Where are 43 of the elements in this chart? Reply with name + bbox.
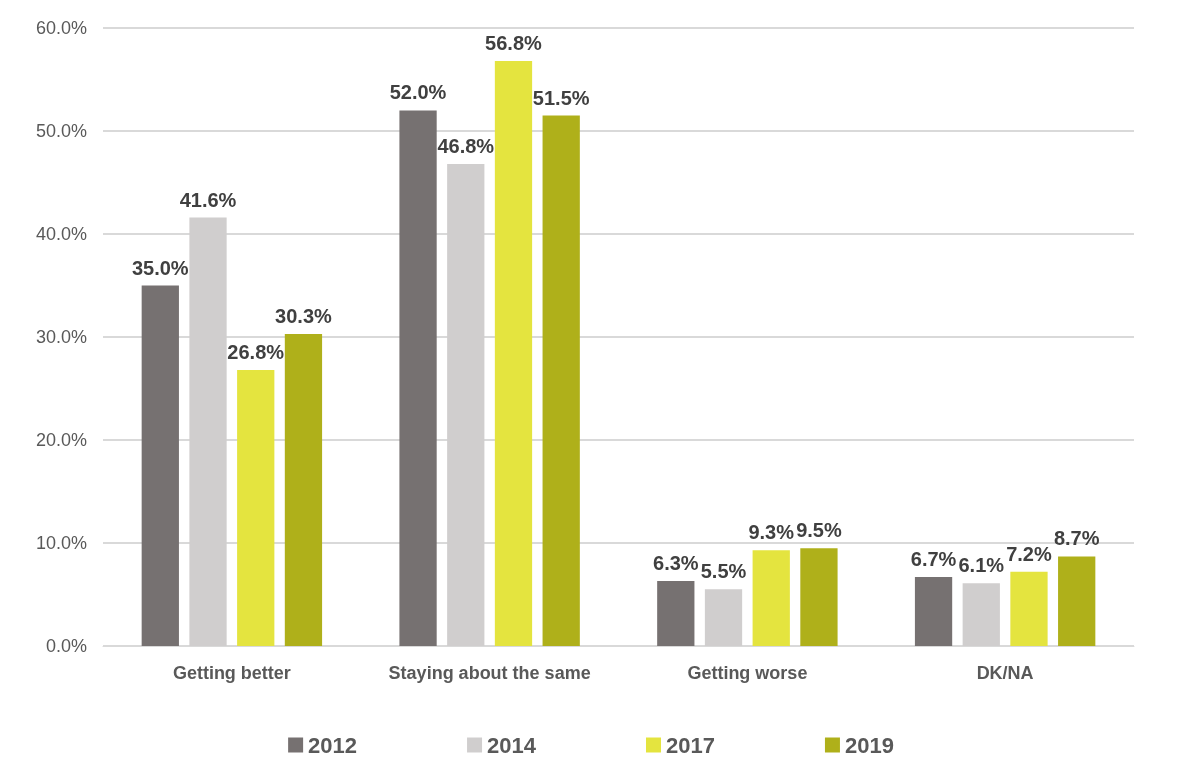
bar — [1058, 556, 1096, 646]
y-tick-label: 30.0% — [35, 327, 87, 347]
bar — [657, 581, 695, 646]
legend-label: 2019 — [844, 732, 894, 758]
bar — [399, 110, 437, 646]
bar — [542, 115, 580, 646]
y-tick-label: 50.0% — [35, 121, 87, 141]
data-label: 9.3% — [748, 521, 795, 544]
x-tick-label: Getting better — [172, 663, 291, 683]
legend-label: 2012 — [308, 732, 358, 758]
bar — [494, 60, 533, 646]
data-label: 51.5% — [532, 86, 590, 109]
data-label: 6.7% — [910, 547, 957, 570]
data-label: 26.8% — [227, 340, 285, 363]
data-label: 9.5% — [796, 519, 842, 542]
data-label: 41.6% — [179, 188, 237, 211]
y-tick-label: 20.0% — [35, 430, 87, 450]
y-tick-label: 60.0% — [35, 18, 87, 38]
bar — [800, 548, 838, 646]
data-label: 35.0% — [131, 256, 189, 279]
data-label: 6.1% — [958, 554, 1005, 577]
data-label: 8.7% — [1053, 527, 1100, 550]
y-tick-label: 10.0% — [35, 533, 87, 553]
y-tick-label: 0.0% — [45, 636, 87, 656]
bar — [1010, 571, 1048, 646]
data-label: 30.3% — [275, 304, 333, 327]
bar — [914, 576, 953, 646]
data-label: 46.8% — [437, 134, 495, 157]
data-label: 52.0% — [389, 81, 447, 104]
x-tick-label: DK/NA — [976, 663, 1034, 683]
bar — [141, 285, 179, 646]
y-tick-label: 40.0% — [35, 224, 87, 244]
data-label: 5.5% — [700, 560, 747, 583]
data-label: 56.8% — [485, 31, 543, 54]
legend-label: 2017 — [666, 732, 715, 758]
x-tick-label: Staying about the same — [388, 663, 591, 683]
bar — [752, 550, 790, 646]
legend-label: 2014 — [487, 732, 537, 758]
data-label: 6.3% — [653, 552, 699, 575]
data-label: 7.2% — [1006, 542, 1052, 565]
x-tick-label: Getting worse — [687, 663, 808, 683]
bar — [237, 369, 275, 646]
bar — [284, 333, 323, 646]
